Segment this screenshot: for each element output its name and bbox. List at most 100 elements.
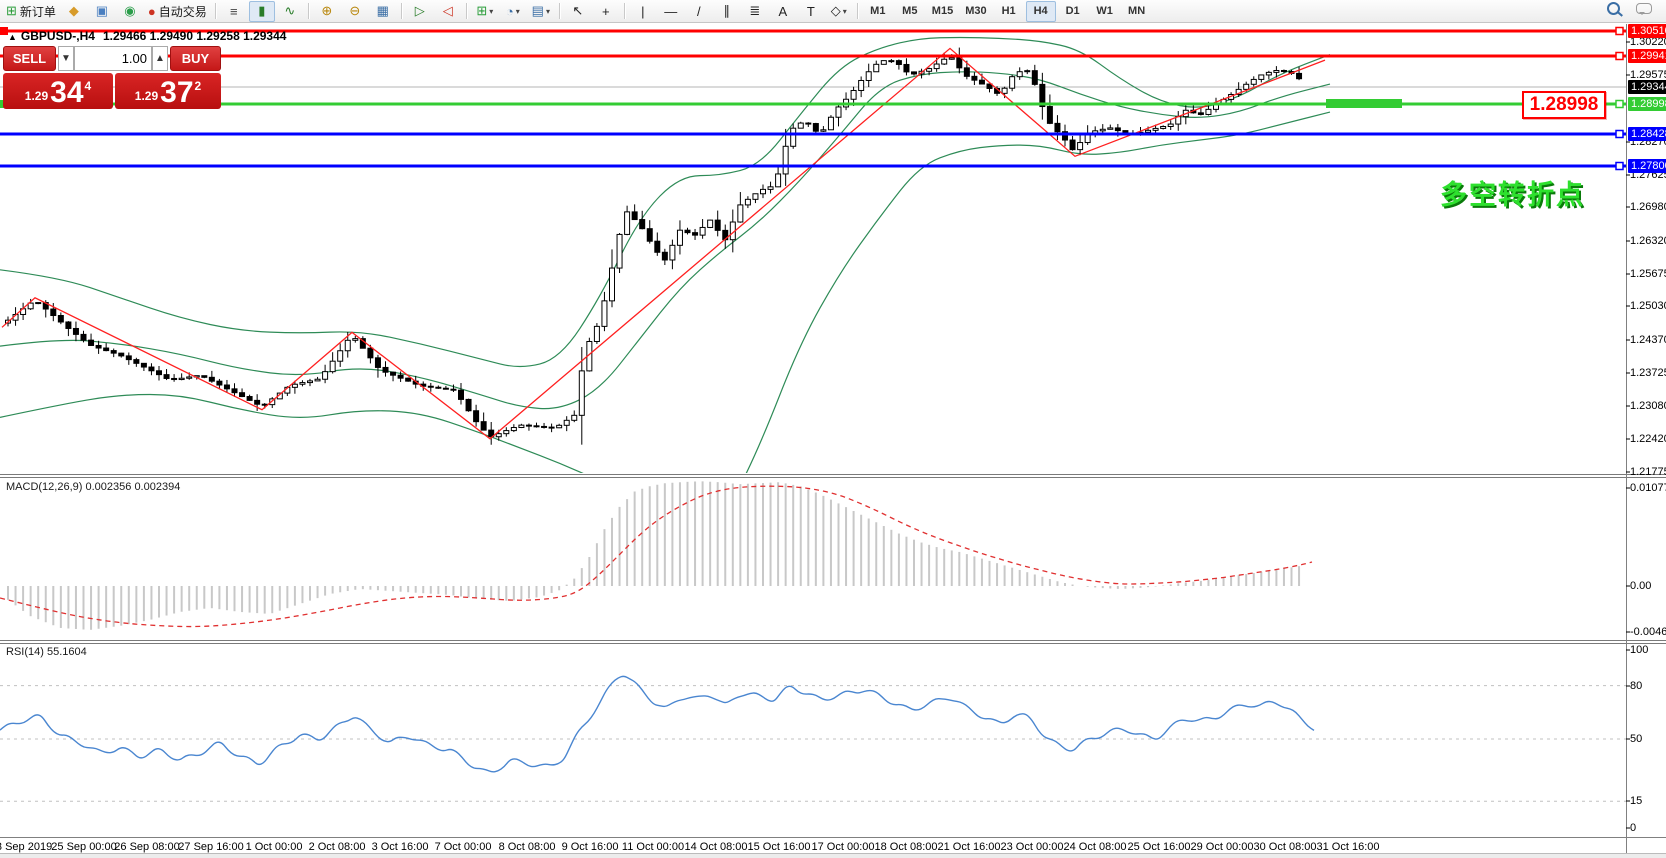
collapse-icon[interactable]: ▲ [8, 32, 17, 42]
line-handle[interactable] [1615, 99, 1624, 109]
timeframe-h1-button[interactable]: H1 [1001, 5, 1016, 17]
x-axis-label: 25 Oct 16:00 [1127, 841, 1191, 853]
tile-windows-button[interactable]: ▦ [370, 1, 396, 22]
timeframe-h4-button[interactable]: H4 [1025, 0, 1056, 22]
signal-icon[interactable]: ◉ [117, 1, 143, 22]
y-axis-tick: 1.25030 [1630, 300, 1666, 312]
text-button[interactable]: A [770, 1, 796, 22]
line-handle[interactable] [1615, 129, 1624, 139]
rsi-axis-tick: 80 [1630, 680, 1643, 692]
bollinger-bands [0, 36, 1331, 473]
price-level-label: 1.27800 [1628, 159, 1666, 173]
channel-button[interactable]: ∥ [714, 1, 740, 22]
fibonacci-icon: ≣ [749, 3, 761, 18]
price-level-label: 1.28428 [1628, 127, 1666, 141]
buy-price-display[interactable]: 1.29 37 2 [115, 73, 221, 109]
volume-increase-button[interactable]: ▲ [152, 46, 168, 71]
hline-1.28428[interactable] [0, 129, 1626, 139]
new-order-button-label: 新订单 [19, 4, 56, 19]
template-button[interactable]: ▤ ▾ [528, 1, 554, 22]
rsi-panel [0, 675, 1626, 802]
timeframe-m5-button[interactable]: M5 [902, 5, 918, 17]
timeframe-d1-button[interactable]: D1 [1065, 5, 1080, 17]
price-level-label: 1.28998 [1628, 97, 1666, 111]
timeframe-m15-button[interactable]: M15 [931, 5, 954, 17]
price-callout-box[interactable]: 1.28998 [1522, 91, 1606, 119]
crosshair-icon: + [602, 3, 610, 19]
dropdown-arrow-icon[interactable]: ▾ [489, 6, 494, 16]
crosshair-button[interactable]: + [593, 1, 619, 22]
text-label-button[interactable]: T [798, 1, 824, 22]
search-icon[interactable] [1607, 2, 1620, 15]
zigzag-line[interactable] [1, 47, 1326, 440]
x-axis-label: 2 Oct 08:00 [308, 841, 366, 853]
x-axis-label: 9 Oct 16:00 [561, 841, 619, 853]
x-axis-label: 24 Oct 08:00 [1063, 841, 1127, 853]
line-chart-type-button[interactable]: ∿ [277, 1, 303, 22]
volume-decrease-button[interactable]: ▼ [58, 46, 74, 71]
line-handle[interactable] [1615, 51, 1624, 61]
vertical-line-button[interactable]: | [630, 1, 656, 22]
bar-chart-type-icon: ≡ [230, 3, 238, 19]
chat-icon[interactable] [1636, 3, 1652, 15]
candle-chart-type-icon: ▮ [258, 3, 266, 18]
x-axis-label: 15 Oct 16:00 [747, 841, 811, 853]
text-label-icon: T [806, 3, 815, 19]
dropdown-arrow-icon[interactable]: ▾ [515, 6, 520, 16]
hline-1.29941[interactable] [0, 51, 1626, 61]
new-chart-button[interactable]: ⊞ ▾ [472, 1, 498, 22]
timeframe-m1-button[interactable]: M1 [870, 5, 886, 17]
autotrade-button[interactable]: ● 自动交易 [145, 1, 210, 22]
profile-icon[interactable]: ▣ [89, 1, 115, 22]
sell-price-display[interactable]: 1.29 34 4 [3, 73, 113, 109]
chart-area[interactable]: ▲ GBPUSD-,H4 1.29466 1.29490 1.29258 1.293… [0, 23, 1666, 858]
x-axis-label: 29 Oct 00:00 [1190, 841, 1254, 853]
y-axis-tick: 1.26980 [1630, 201, 1666, 213]
auto-scroll-button[interactable]: ▷ [407, 1, 433, 22]
arrows-button[interactable]: ◇ ▾ [826, 1, 852, 22]
cursor-button[interactable]: ↖ [565, 1, 591, 22]
y-axis-tick: 1.21775 [1630, 466, 1666, 478]
volume-input[interactable]: 1.00 [74, 46, 152, 71]
timeframe-w1-button[interactable]: W1 [1096, 5, 1113, 17]
chart-shift-button[interactable]: ◁ [435, 1, 461, 22]
line-handle[interactable] [1615, 161, 1624, 171]
zoom-in-button[interactable]: ⊕ [314, 1, 340, 22]
dropdown-arrow-icon[interactable]: ▾ [842, 6, 847, 16]
timeframe-m30-button[interactable]: M30 [965, 5, 987, 17]
buy-button[interactable]: BUY [170, 46, 221, 71]
macd-axis-tick: 0.00 [1630, 580, 1652, 592]
candle-chart-type-button[interactable]: ▮ [248, 0, 275, 22]
dropdown-arrow-icon[interactable]: ▾ [545, 6, 550, 16]
chart-window-icon-icon: ◆ [68, 3, 79, 18]
bar-chart-type-button[interactable]: ≡ [221, 1, 247, 22]
x-axis-label: 17 Oct 00:00 [811, 841, 875, 853]
hline-1.30510[interactable] [0, 26, 1626, 36]
price-level-label: 1.30510 [1628, 24, 1666, 38]
x-axis-label: 1 Oct 00:00 [245, 841, 303, 853]
period-selector-button[interactable]: ◔ ▾ [500, 1, 526, 22]
arrows-icon: ◇ [830, 3, 841, 18]
template-icon: ▤ [531, 3, 544, 18]
new-order-button[interactable]: ⊞ 新订单 [3, 1, 59, 22]
rsi-line [0, 675, 1315, 773]
chart-window-icon[interactable]: ◆ [61, 1, 87, 22]
zoom-out-button[interactable]: ⊖ [342, 1, 368, 22]
x-axis-label: 30 Oct 08:00 [1253, 841, 1317, 853]
sell-price-pip: 4 [84, 79, 92, 93]
trendline-button[interactable]: / [686, 1, 712, 22]
macd-indicator-label: MACD(12,26,9) 0.002356 0.002394 [6, 481, 181, 493]
autotrade-button-label: 自动交易 [158, 4, 207, 19]
timeframe-mn-button[interactable]: MN [1128, 5, 1146, 17]
support-highlight-bar[interactable] [1326, 99, 1402, 108]
hline-1.27800[interactable] [0, 161, 1626, 171]
turning-point-annotation[interactable]: 多空转折点 [1440, 180, 1585, 210]
rsi-axis-tick: 50 [1630, 733, 1643, 745]
horizontal-line-button[interactable]: — [658, 1, 684, 22]
line-handle[interactable] [0, 27, 8, 35]
line-handle[interactable] [1615, 26, 1624, 36]
sell-button[interactable]: SELL [3, 46, 56, 71]
chart-canvas[interactable] [0, 23, 1666, 858]
macd-axis-tick: 0.010775 [1630, 482, 1666, 494]
fibonacci-button[interactable]: ≣ [742, 1, 768, 22]
